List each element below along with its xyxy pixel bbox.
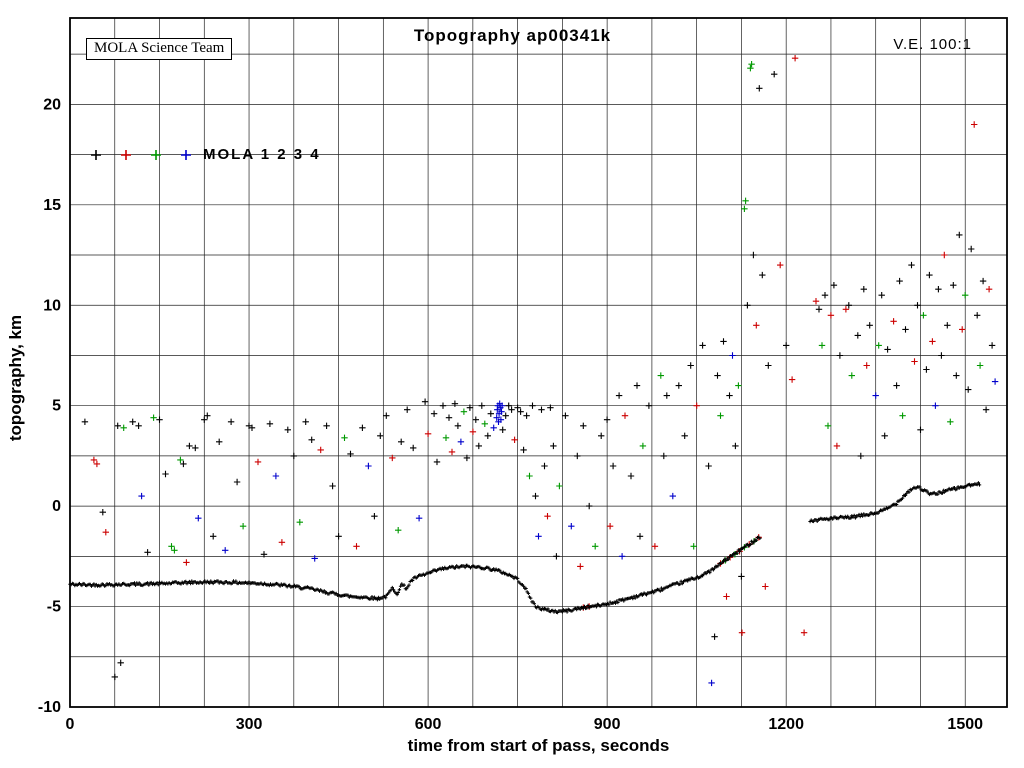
legend-marker-mola-2 [121,150,131,160]
y-tick-label: 15 [43,197,61,214]
tick-labels: 0 300 600 900 1200 1500 -10 -5 0 5 10 15 20 [38,96,983,733]
x-tick-label: 1200 [768,716,804,733]
legend-marker-mola-4 [181,150,191,160]
y-tick-label: -10 [38,699,61,716]
legend-marker-mola-3 [151,150,161,160]
y-tick-label: 20 [43,96,61,113]
x-tick-label: 900 [594,716,621,733]
scatter-series-g [120,61,984,564]
y-tick-label: 10 [43,297,61,314]
legend-marker-mola-1 [91,150,101,160]
legend-markers [91,150,191,160]
y-tick-label: 0 [52,498,61,515]
ground-track-segment-1 [68,535,762,615]
y-tick-label: -5 [47,599,61,616]
y-tick-label: 5 [52,398,61,415]
scatter-series-b [138,352,999,687]
x-tick-label: 600 [415,716,442,733]
x-tick-label: 300 [236,716,263,733]
scatter-series-k [81,71,996,681]
ground-track-segment-2 [808,481,982,524]
grid-lines [70,18,1007,707]
scatter-series-r [90,55,993,636]
plot-frame [69,17,1008,708]
x-tick-label: 1500 [947,716,983,733]
x-tick-label: 0 [66,716,75,733]
